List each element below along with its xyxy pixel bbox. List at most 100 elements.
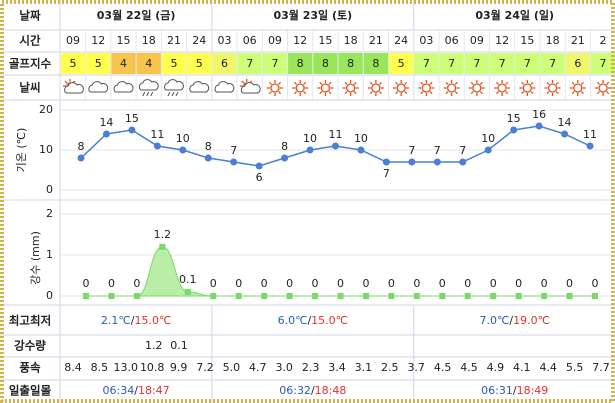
precip-point <box>464 293 471 299</box>
sun-ray <box>241 80 245 84</box>
temp-point <box>510 126 518 134</box>
golf-index: 7 <box>499 57 506 70</box>
wind-speed: 2.3 <box>302 361 320 374</box>
temp-point <box>586 142 594 150</box>
weather-icon <box>214 81 235 93</box>
sun-ray <box>546 91 550 95</box>
precip-label: 0 <box>592 277 599 290</box>
temp-label: 15 <box>125 112 139 125</box>
temp-point <box>204 154 212 162</box>
sun-ray <box>369 81 373 85</box>
y-tick-label: 1 <box>46 248 53 261</box>
sun-part: 06:31 <box>481 384 513 397</box>
wind-speed: 7.2 <box>196 361 214 374</box>
sun-ray <box>344 81 348 85</box>
rain <box>175 91 179 97</box>
temp-point <box>408 158 416 166</box>
time: 06 <box>243 34 257 47</box>
weather-icon <box>113 81 134 93</box>
sun-ray <box>353 91 357 95</box>
sun-ray <box>420 91 424 95</box>
weather-icon <box>189 81 210 93</box>
axis-title: 기온 (℃) <box>15 128 28 173</box>
sun-part: 06:32 <box>279 384 311 397</box>
temp-label: 10 <box>176 132 190 145</box>
precip-label: 0 <box>413 277 420 290</box>
sun <box>522 83 532 93</box>
golf-cell <box>338 53 363 74</box>
wind-speed: 2.5 <box>381 361 399 374</box>
min-max-part: 15.0℃ <box>311 314 348 327</box>
sun-ray <box>303 91 307 95</box>
sun-ray <box>495 81 500 85</box>
golf-cell <box>540 53 565 74</box>
temp-label: 14 <box>99 116 113 129</box>
sun-ray <box>606 91 610 95</box>
precip-point <box>337 293 344 299</box>
date: 03월 23일 (토) <box>273 8 352 22</box>
rain-amount: 1.2 <box>145 339 163 352</box>
sun-times: 06:32/18:48 <box>279 384 346 397</box>
temp-point <box>382 158 390 166</box>
sun-ray <box>328 91 332 95</box>
wind-speed: 3.0 <box>275 361 293 374</box>
temp-label: 15 <box>507 112 521 125</box>
sun-ray <box>454 81 458 85</box>
min-max: 6.0℃/15.0℃ <box>278 314 348 327</box>
golf-cell <box>464 53 489 74</box>
time: 15 <box>520 34 534 47</box>
weather-icon <box>292 80 309 96</box>
cloud <box>164 79 184 91</box>
precip-point <box>133 293 140 299</box>
temp-label: 8 <box>78 140 85 153</box>
rain <box>171 91 175 97</box>
precip-point <box>261 293 268 299</box>
time: 09 <box>66 34 80 47</box>
precip-point <box>439 293 446 299</box>
min-max-part: / <box>307 314 311 327</box>
rain <box>167 91 171 97</box>
wind-speed: 4.7 <box>249 361 267 374</box>
golf-index: 6 <box>221 57 228 70</box>
sun <box>421 83 432 93</box>
sun-ray <box>429 91 433 95</box>
precip-label: 0 <box>362 277 369 290</box>
wind-speed: 3.4 <box>328 361 346 374</box>
row-label: 최고최저 <box>9 314 51 328</box>
precip-label: 0 <box>261 277 268 290</box>
temp-label: 8 <box>205 140 212 153</box>
sun-part: 18:48 <box>315 384 347 397</box>
temp-label: 7 <box>408 144 415 157</box>
sun-times: 06:31/18:49 <box>481 384 548 397</box>
sun-ray <box>395 91 399 95</box>
sun-part: 06:34 <box>103 384 135 397</box>
golf-cell <box>590 53 615 74</box>
precip-label: 0 <box>235 277 242 290</box>
cloud <box>138 79 159 91</box>
temp-label: 14 <box>558 116 572 129</box>
wind-speed: 7.7 <box>592 361 610 374</box>
precip-point <box>83 293 89 299</box>
sun-ray <box>479 81 483 85</box>
golf-index: 8 <box>347 57 354 70</box>
sun-ray <box>580 91 584 95</box>
precip-label: 0 <box>566 277 573 290</box>
rain <box>146 91 150 97</box>
time: 09 <box>470 34 484 47</box>
row-label: 시간 <box>19 34 41 48</box>
sun <box>573 83 583 93</box>
sun <box>320 83 331 93</box>
min-max-part: / <box>509 314 513 327</box>
temp-point <box>230 158 238 166</box>
wind-speed: 4.1 <box>513 361 531 374</box>
sun-ray <box>420 81 424 85</box>
weather-icon <box>88 81 109 93</box>
precip-point <box>515 293 522 299</box>
precip-point <box>108 293 115 299</box>
golf-cell <box>389 53 414 74</box>
sun-ray <box>64 80 68 84</box>
wind-speed: 3.7 <box>407 361 425 374</box>
weather-icon <box>595 80 612 96</box>
temp-label: 10 <box>354 132 368 145</box>
